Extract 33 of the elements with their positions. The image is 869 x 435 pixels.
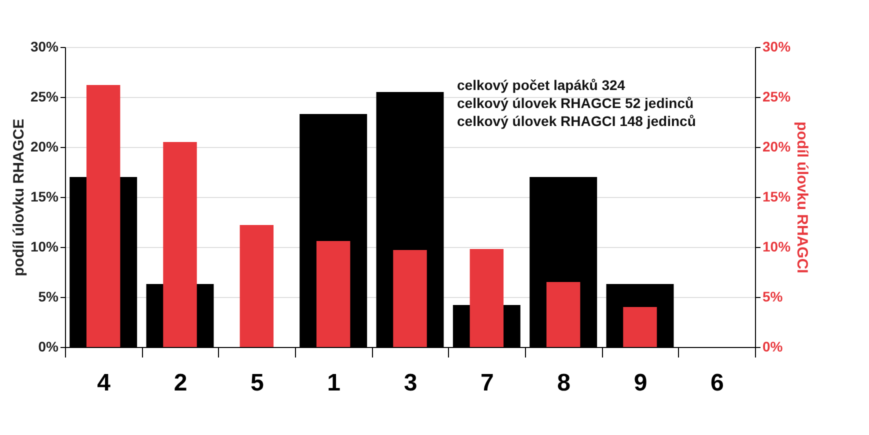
bar [623, 307, 657, 347]
x-tick-label: 3 [404, 370, 418, 396]
bar [240, 225, 274, 347]
y2-tick-label: 0% [762, 338, 784, 354]
y-tick-label: 30% [30, 38, 60, 54]
y-tick-label: 5% [38, 288, 60, 304]
annotation: celkový úlovek RHAGCI 148 jedinců [457, 113, 696, 129]
x-tick-label: 7 [480, 370, 494, 396]
x-tick-label: 5 [250, 370, 264, 396]
x-tick-label: 2 [174, 370, 188, 396]
y-tick-label: 15% [30, 188, 60, 204]
y-tick-label: 10% [30, 238, 60, 254]
y-tick-label: 25% [30, 88, 60, 104]
x-tick-label: 6 [710, 370, 724, 396]
y-axis-title: podíl úlovku RHAGCE [10, 118, 28, 276]
x-tick-label: 9 [634, 370, 648, 396]
bar [393, 250, 427, 347]
y-tick-label: 0% [38, 338, 60, 354]
x-tick-label: 4 [97, 370, 112, 396]
y2-tick-label: 25% [762, 88, 792, 104]
y2-tick-label: 15% [762, 188, 792, 204]
y2-tick-label: 20% [762, 138, 792, 154]
annotation: celkový úlovek RHAGCE 52 jedinců [457, 95, 694, 111]
x-tick-label: 8 [557, 370, 571, 396]
bar [316, 241, 350, 347]
y2-tick-label: 10% [762, 238, 792, 254]
annotation: celkový počet lapáků 324 [457, 77, 626, 93]
y-tick-label: 20% [30, 138, 60, 154]
bar [546, 282, 580, 347]
x-tick-label: 1 [327, 370, 341, 396]
y2-axis-title: podíl úlovku RHAGCI [794, 122, 811, 274]
y2-tick-label: 5% [762, 288, 784, 304]
y2-tick-label: 30% [762, 38, 792, 54]
